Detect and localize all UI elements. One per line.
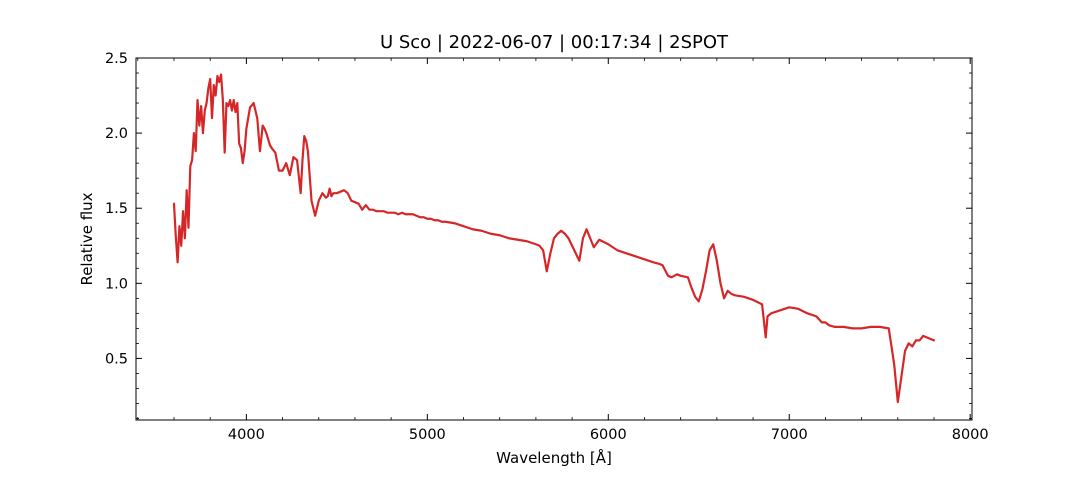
y-tick-label: 1.5	[105, 201, 128, 217]
plot-frame	[135, 57, 973, 421]
y-tick-label: 2.5	[105, 51, 128, 67]
y-tick-label: 0.5	[105, 351, 128, 367]
y-tick-label: 2.0	[105, 126, 128, 142]
x-tick-label: 5000	[409, 427, 446, 443]
y-axis-label: Relative flux	[78, 192, 96, 285]
x-tick-label: 6000	[590, 427, 627, 443]
x-tick-label: 7000	[771, 427, 808, 443]
y-tick-label: 1.0	[105, 276, 128, 292]
marks-layer	[172, 73, 936, 404]
x-axis-label: Wavelength [Å]	[496, 448, 612, 467]
spectrum-line-0	[172, 73, 936, 404]
ticks-layer: 4000 5000 6000 7000 8000 0.5 1.0 1.5 2.0 2.5	[105, 51, 989, 443]
x-tick-label: 4000	[228, 427, 265, 443]
chart-title: U Sco | 2022-06-07 | 00:17:34 | 2SPOT	[380, 32, 729, 53]
x-tick-label: 8000	[952, 427, 989, 443]
